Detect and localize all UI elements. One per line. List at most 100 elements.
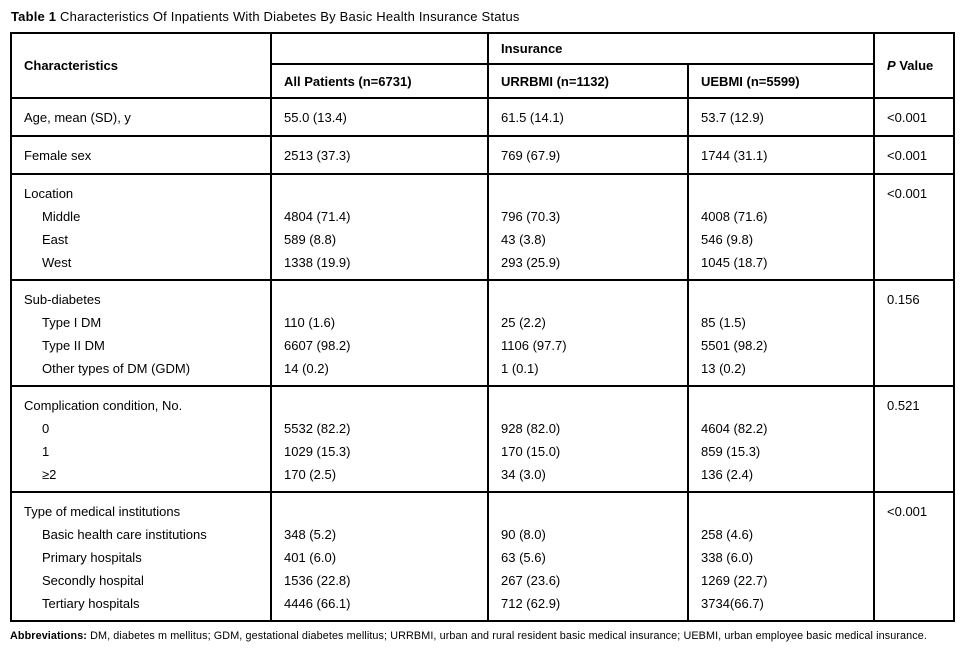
- cell-value: 1029 (15.3): [284, 444, 351, 459]
- p-value: 0.521: [887, 398, 920, 413]
- p-value-italic-p: P: [887, 58, 896, 73]
- row-label: Sub-diabetes: [24, 292, 101, 307]
- table-title: Table 1 Characteristics Of Inpatients Wi…: [11, 9, 953, 24]
- header-insurance: Insurance: [486, 32, 876, 65]
- urrbmi-cell: 90 (8.0) 63 (5.6) 267 (23.6) 712 (62.9): [487, 491, 689, 622]
- cell-value: 1045 (18.7): [701, 255, 768, 270]
- cell-value: 293 (25.9): [501, 255, 561, 270]
- row-label: Type II DM: [42, 338, 105, 353]
- cell-value: 338 (6.0): [701, 550, 754, 565]
- row-label: 1: [42, 444, 50, 459]
- cell-value: 136 (2.4): [701, 467, 754, 482]
- cell-value: 769 (67.9): [501, 147, 561, 163]
- p-value-cell: <0.001: [873, 97, 956, 137]
- cell-value: 2513 (37.3): [284, 147, 351, 163]
- row-label: Basic health care institutions: [42, 527, 207, 542]
- table-row: Location Middle East West 4804 (71.4) 589 (8…: [10, 173, 956, 281]
- all-patients-cell: 348 (5.2) 401 (6.0) 1536 (22.8) 4446 (66.1): [270, 491, 489, 622]
- all-patients-cell: 110 (1.6) 6607 (98.2) 14 (0.2): [270, 279, 489, 387]
- table-row: Type of medical institutions Basic health…: [10, 491, 956, 622]
- characteristics-table: Characteristics Insurance P Value All Pa…: [10, 32, 956, 622]
- p-value-cell: 0.156: [873, 279, 956, 387]
- cell-value: 5501 (98.2): [701, 338, 768, 353]
- cell-value: 55.0 (13.4): [284, 109, 347, 125]
- cell-value: [273, 288, 486, 311]
- cell-value: 712 (62.9): [501, 596, 561, 611]
- uebmi-cell: 1744 (31.1): [686, 135, 876, 175]
- p-value: <0.001: [887, 504, 928, 519]
- p-value-word: Value: [899, 58, 934, 73]
- cell-value: 1269 (22.7): [701, 573, 768, 588]
- header-characteristics: Characteristics: [10, 32, 272, 99]
- header-p-value: P Value: [873, 32, 956, 99]
- table-header: Characteristics Insurance P Value All Pa…: [10, 32, 956, 99]
- urrbmi-cell: 769 (67.9): [487, 135, 689, 175]
- header-all-patients: All Patients (n=6731): [270, 63, 489, 99]
- cell-value: 4804 (71.4): [284, 209, 351, 224]
- table-title-text: Characteristics Of Inpatients With Diabe…: [60, 9, 520, 24]
- row-label: Location: [24, 186, 74, 201]
- cell-value: 13 (0.2): [701, 361, 746, 376]
- cell-value: 1744 (31.1): [701, 147, 768, 163]
- cell-value: 267 (23.6): [501, 573, 561, 588]
- p-value: 0.156: [887, 292, 920, 307]
- cell-value: 90 (8.0): [501, 527, 546, 542]
- row-label: Other types of DM (GDM): [42, 361, 191, 376]
- cell-value: 589 (8.8): [284, 232, 337, 247]
- row-label: West: [42, 255, 72, 270]
- p-value: <0.001: [887, 147, 928, 163]
- table-row: Sub-diabetes Type I DM Type II DM Other typ…: [10, 279, 956, 387]
- cell-value: [490, 288, 686, 311]
- uebmi-cell: 4604 (82.2) 859 (15.3) 136 (2.4): [686, 385, 876, 493]
- all-patients-cell: 4804 (71.4) 589 (8.8) 1338 (19.9): [270, 173, 489, 281]
- row-label: Type of medical institutions: [24, 504, 181, 519]
- urrbmi-cell: 928 (82.0) 170 (15.0) 34 (3.0): [487, 385, 689, 493]
- cell-value: 258 (4.6): [701, 527, 754, 542]
- characteristic-cell: Type of medical institutions Basic health…: [10, 491, 272, 622]
- row-label: Secondly hospital: [42, 573, 144, 588]
- cell-value: [273, 500, 486, 523]
- cell-value: 4008 (71.6): [701, 209, 768, 224]
- cell-value: [690, 182, 872, 205]
- cell-value: 1 (0.1): [501, 361, 539, 376]
- table-row: Female sex 2513 (37.3) 769 (67.9) 1744 (31.…: [10, 135, 956, 175]
- abbreviations-note: Abbreviations: DM, diabetes m mellitus; …: [10, 629, 953, 644]
- cell-value: 3734(66.7): [701, 596, 764, 611]
- cell-value: 4604 (82.2): [701, 421, 768, 436]
- cell-value: 1106 (97.7): [501, 338, 567, 353]
- characteristic-cell: Female sex: [10, 135, 272, 175]
- cell-value: [690, 394, 872, 417]
- cell-value: [490, 500, 686, 523]
- row-label: Middle: [42, 209, 81, 224]
- all-patients-cell: 55.0 (13.4): [270, 97, 489, 137]
- cell-value: 1536 (22.8): [284, 573, 351, 588]
- row-label: Tertiary hospitals: [42, 596, 140, 611]
- characteristic-cell: Complication condition, No. 0 1 ≥2: [10, 385, 272, 493]
- cell-value: [490, 182, 686, 205]
- header-row-1: Characteristics Insurance P Value: [10, 32, 956, 99]
- table-body: Age, mean (SD), y 55.0 (13.4) 61.5 (14.1) 5…: [10, 97, 956, 622]
- uebmi-cell: 53.7 (12.9): [686, 97, 876, 137]
- cell-value: 25 (2.2): [501, 315, 546, 330]
- cell-value: [690, 500, 872, 523]
- cell-value: [490, 394, 686, 417]
- cell-value: 34 (3.0): [501, 467, 546, 482]
- characteristic-cell: Location Middle East West: [10, 173, 272, 281]
- cell-value: 170 (2.5): [284, 467, 337, 482]
- header-urrbmi: URRBMI (n=1132): [487, 63, 689, 99]
- cell-value: 53.7 (12.9): [701, 109, 764, 125]
- cell-value: 170 (15.0): [501, 444, 561, 459]
- row-label: Primary hospitals: [42, 550, 142, 565]
- cell-value: 43 (3.8): [501, 232, 546, 247]
- p-value: <0.001: [887, 186, 928, 201]
- uebmi-cell: 4008 (71.6) 546 (9.8) 1045 (18.7): [686, 173, 876, 281]
- row-label: Female sex: [24, 147, 92, 163]
- cell-value: 859 (15.3): [701, 444, 761, 459]
- row-label: Type I DM: [42, 315, 102, 330]
- row-label: 0: [42, 421, 50, 436]
- row-label: East: [42, 232, 69, 247]
- abbreviations-label: Abbreviations:: [10, 630, 87, 642]
- p-value-cell: <0.001: [873, 173, 956, 281]
- cell-value: 5532 (82.2): [284, 421, 351, 436]
